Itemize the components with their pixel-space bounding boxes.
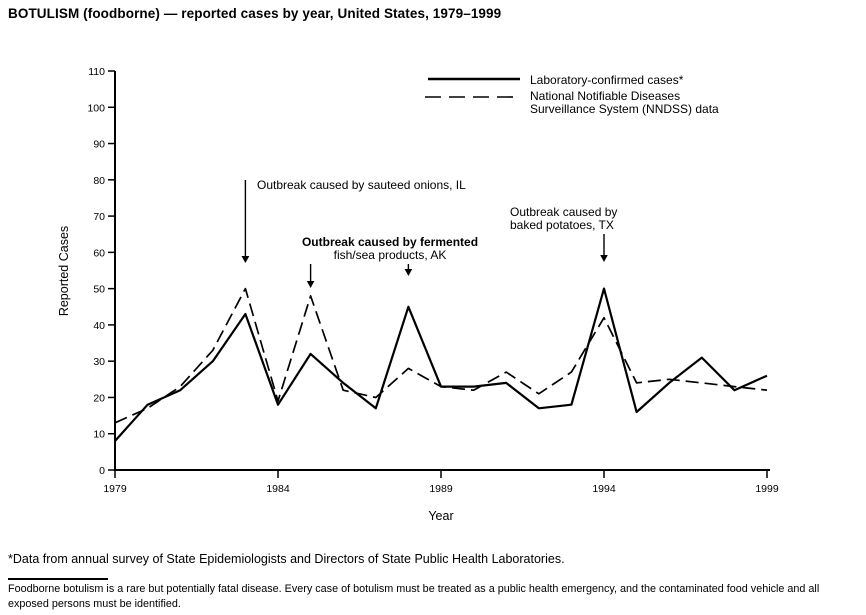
annotation-baked-potatoes: Outbreak caused by baked potatoes, TX xyxy=(510,205,617,262)
annotation-arrowhead-onions xyxy=(241,256,250,263)
x-tick-label: 1994 xyxy=(592,483,616,495)
annotation-fermented-line2: fish/sea products, AK xyxy=(334,248,447,262)
y-tick-label: 100 xyxy=(87,102,105,114)
y-tick-label: 70 xyxy=(93,211,105,223)
y-tick-label: 0 xyxy=(99,465,105,477)
x-tick-label: 1979 xyxy=(103,483,127,495)
y-tick-label: 10 xyxy=(93,429,105,441)
legend-label-lab-confirmed: Laboratory-confirmed cases* xyxy=(530,73,684,87)
chart-title: BOTULISM (foodborne) — reported cases by… xyxy=(8,6,502,21)
summary-text: Foodborne botulism is a rare but potenti… xyxy=(8,583,820,610)
series-line-dashed xyxy=(114,287,768,424)
x-tick-label: 1984 xyxy=(266,483,290,495)
annotation-potatoes-line2: baked potatoes, TX xyxy=(510,218,614,232)
botulism-line-chart: 0 10 20 30 40 50 60 70 80 90 100 110 1979 1984 1989 199… xyxy=(57,66,779,523)
annotation-arrowhead-fermented-1988 xyxy=(404,269,413,276)
annotation-sauteed-onions-text: Outbreak caused by sauteed onions, IL xyxy=(257,178,466,192)
x-axis-label: Year xyxy=(428,509,453,523)
annotation-fermented-fish: Outbreak caused by fermented fish/sea pr… xyxy=(302,235,478,288)
series-line-solid xyxy=(114,287,768,442)
x-tick-label: 1999 xyxy=(755,483,779,495)
legend: Laboratory-confirmed cases* National Not… xyxy=(425,73,719,116)
y-tick-label: 60 xyxy=(93,247,105,259)
y-tick-label: 50 xyxy=(93,284,105,296)
y-tick-label: 110 xyxy=(88,66,105,78)
y-tick-label: 80 xyxy=(93,175,105,187)
y-tick-label: 40 xyxy=(93,320,105,332)
annotation-arrowhead-potatoes xyxy=(600,255,608,262)
separator-rule xyxy=(8,578,108,580)
y-tick-label: 20 xyxy=(93,392,105,404)
data-series xyxy=(114,287,768,442)
axes: 0 10 20 30 40 50 60 70 80 90 100 110 1979 1984 1989 199… xyxy=(87,66,778,495)
annotation-fermented-line1: Outbreak caused by fermented xyxy=(302,235,478,249)
annotation-arrowhead-fermented-1985 xyxy=(306,281,315,288)
legend-label-nndss-line1: National Notifiable Diseases xyxy=(530,89,680,103)
y-tick-label: 30 xyxy=(93,356,105,368)
y-axis-label: Reported Cases xyxy=(57,226,71,316)
annotation-potatoes-line1: Outbreak caused by xyxy=(510,205,617,219)
y-tick-label: 90 xyxy=(93,139,105,151)
footnote: *Data from annual survey of State Epidem… xyxy=(8,552,565,566)
legend-label-nndss-line2: Surveillance System (NNDSS) data xyxy=(530,102,719,116)
x-tick-label: 1989 xyxy=(429,483,453,495)
annotation-sauteed-onions: Outbreak caused by sauteed onions, IL xyxy=(241,178,466,263)
